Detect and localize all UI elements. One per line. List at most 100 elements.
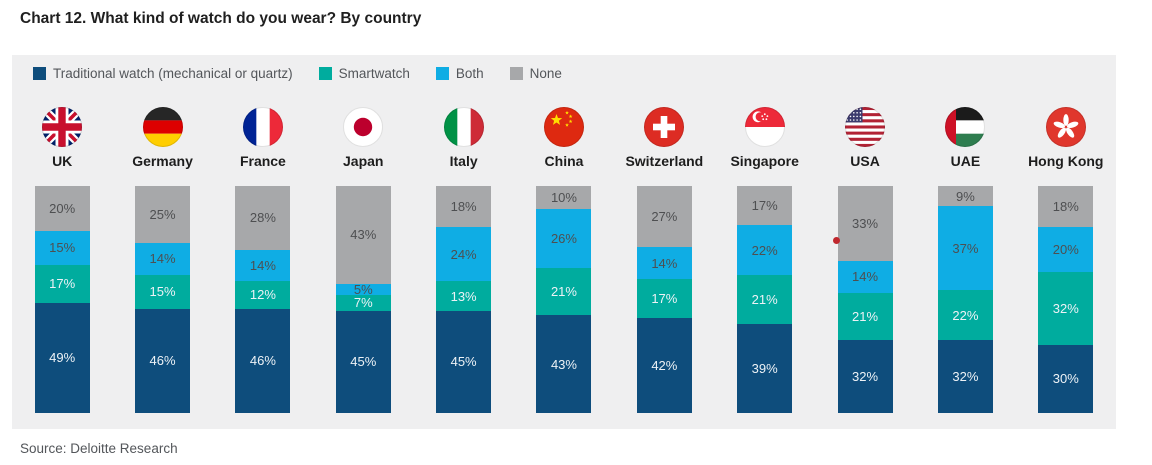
segment-value-label: 22%: [751, 242, 778, 258]
segment-value-label: 18%: [1052, 198, 1079, 214]
flag-uae-icon: [945, 107, 986, 147]
segment-value-label: 21%: [550, 284, 577, 300]
segment-value-label: 17%: [49, 276, 76, 292]
flag-china-icon: [543, 107, 584, 147]
bar-japan: 43% 5% 7% 45%: [335, 186, 391, 413]
segment-value-label: 18%: [450, 198, 477, 214]
segment-value-label: 49%: [49, 350, 76, 366]
bar-segment-both: 20%: [1038, 226, 1094, 273]
segment-value-label: 21%: [852, 309, 879, 324]
bar-segment-traditional: 43%: [536, 315, 592, 413]
legend-label: None: [529, 65, 562, 81]
bar-italy: 18% 24% 13% 45%: [436, 186, 492, 413]
column-japan: Japan 43% 5% 7% 45%: [313, 107, 413, 413]
bar-segment-smartwatch: 21%: [536, 267, 592, 316]
segment-value-label: 14%: [852, 269, 879, 285]
column-usa: USA 33% 14% 21% 32%: [815, 107, 915, 413]
column-hongkong: Hong Kong 18% 20% 32% 30%: [1016, 107, 1116, 413]
country-label: China: [544, 153, 584, 169]
bar-segment-traditional: 45%: [436, 310, 492, 413]
bar-segment-none: 27%: [636, 186, 692, 248]
chart-title: Chart 12. What kind of watch do you wear…: [20, 10, 422, 27]
bar-segment-none: 18%: [436, 186, 492, 227]
segment-value-label: 14%: [651, 255, 678, 271]
segment-value-label: 32%: [1052, 301, 1079, 317]
country-label: UK: [52, 153, 73, 169]
legend-label: Both: [455, 65, 484, 81]
segment-value-label: 26%: [550, 230, 577, 246]
column-singapore: Singapore 17% 22% 21% 39%: [715, 107, 815, 413]
bar-segment-none: 33%: [837, 186, 893, 261]
bar-segment-smartwatch: 22%: [937, 290, 993, 341]
bar-segment-none: 25%: [135, 186, 191, 243]
bar-usa: 33% 14% 21% 32%: [837, 186, 893, 413]
segment-value-label: 14%: [149, 251, 176, 267]
segment-value-label: 14%: [249, 257, 276, 273]
legend-item-traditional: Traditional watch (mechanical or quartz): [33, 66, 293, 81]
bar-segment-traditional: 39%: [737, 323, 793, 413]
column-uae: UAE 9% 37% 22% 32%: [915, 107, 1015, 413]
flag-hongkong-icon: [1045, 107, 1086, 147]
bar-segment-both: 15%: [34, 230, 90, 265]
bar-segment-both: 14%: [837, 260, 893, 293]
bar-segment-traditional: 32%: [837, 340, 893, 413]
segment-value-label: 43%: [350, 227, 377, 243]
bar-segment-traditional: 49%: [34, 302, 90, 413]
segment-value-label: 32%: [952, 369, 979, 385]
country-label: Singapore: [730, 153, 799, 169]
legend-swatch-smartwatch: [318, 66, 332, 80]
country-label: Japan: [343, 153, 384, 169]
segment-value-label: 43%: [550, 356, 577, 372]
segment-value-label: 32%: [852, 369, 879, 385]
segment-value-label: 5%: [353, 281, 373, 297]
legend-swatch-both: [435, 66, 449, 80]
country-label: Italy: [449, 153, 478, 169]
segment-value-label: 42%: [651, 357, 678, 373]
bar-segment-both: 37%: [937, 206, 993, 291]
legend-label: Smartwatch: [338, 65, 410, 81]
bar-segment-smartwatch: 21%: [837, 292, 893, 341]
flag-italy-icon: [443, 107, 484, 147]
segment-value-label: 39%: [751, 360, 778, 376]
segment-value-label: 12%: [249, 287, 276, 303]
bar-segment-both: 26%: [536, 208, 592, 268]
bar-segment-both: 14%: [235, 249, 291, 282]
segment-value-label: 9%: [956, 188, 975, 204]
country-label: France: [239, 153, 286, 169]
segment-value-label: 46%: [149, 353, 176, 369]
segment-value-label: 7%: [353, 295, 373, 311]
stray-red-dot: [833, 237, 840, 244]
column-china: China 10% 26% 21% 43%: [514, 107, 614, 413]
legend-swatch-none: [509, 66, 523, 80]
bar-france: 28% 14% 12% 46%: [235, 186, 291, 413]
segment-value-label: 15%: [149, 284, 176, 300]
segment-value-label: 21%: [751, 291, 778, 307]
flag-switzerland-icon: [644, 107, 685, 147]
segment-value-label: 33%: [852, 215, 879, 231]
bar-segment-none: 43%: [335, 186, 391, 284]
bar-segment-both: 5%: [335, 281, 391, 297]
source-note: Source: Deloitte Research: [20, 441, 178, 456]
bar-segment-traditional: 46%: [135, 308, 191, 413]
segment-value-label: 24%: [450, 246, 477, 262]
bar-segment-both: 14%: [636, 247, 692, 280]
bar-segment-smartwatch: 17%: [636, 279, 692, 318]
flag-usa-icon: [845, 107, 886, 147]
segment-value-label: 45%: [350, 354, 377, 370]
flag-germany-icon: [142, 107, 183, 147]
bar-segment-both: 24%: [436, 226, 492, 282]
bar-segment-none: 17%: [737, 186, 793, 225]
bar-hongkong: 18% 20% 32% 30%: [1038, 186, 1094, 413]
column-italy: Italy 18% 24% 13% 45%: [413, 107, 513, 413]
bar-segment-smartwatch: 17%: [34, 264, 90, 303]
column-uk: UK 20% 15% 17% 49%: [12, 107, 112, 413]
bar-segment-smartwatch: 32%: [1038, 272, 1094, 345]
segment-value-label: 17%: [651, 290, 678, 306]
segment-value-label: 30%: [1052, 371, 1079, 387]
bar-segment-traditional: 46%: [235, 308, 291, 413]
segment-value-label: 13%: [450, 288, 477, 304]
bars-region: UK 20% 15% 17% 49% Germany 25% 14% 15% 46% Franc…: [12, 107, 1116, 413]
bar-segment-traditional: 32%: [937, 340, 993, 413]
segment-value-label: 25%: [149, 206, 176, 222]
bar-china: 10% 26% 21% 43%: [536, 186, 592, 413]
